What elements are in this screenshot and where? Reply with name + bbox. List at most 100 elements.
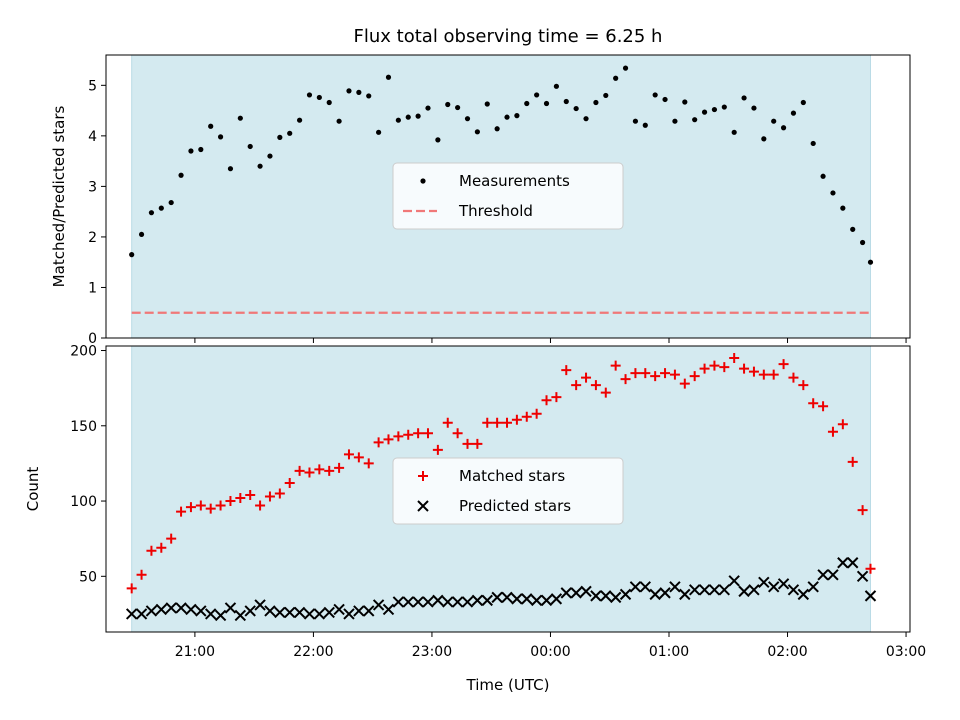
legend-label: Measurements — [459, 172, 570, 190]
predicted-stars-point — [609, 591, 622, 604]
measurement-point — [859, 239, 866, 246]
matched-stars-point — [472, 438, 483, 449]
predicted-stars-point — [501, 591, 513, 604]
matched-stars-point — [798, 380, 809, 391]
predicted-stars-point — [530, 594, 543, 607]
predicted-stars-point — [372, 599, 385, 611]
measurement-point — [168, 199, 174, 206]
measurement-point — [395, 117, 401, 123]
matched-stars-point — [422, 428, 433, 439]
matched-stars-point — [689, 371, 700, 382]
matched-stars-point — [630, 368, 641, 379]
matched-stars-point — [294, 465, 305, 476]
predicted-stars-point — [629, 581, 642, 593]
measurement-point — [662, 96, 668, 103]
measurement-point — [731, 129, 737, 135]
measurement-point — [474, 129, 480, 135]
predicted-stars-point — [807, 581, 819, 593]
matched-stars-point — [442, 417, 453, 428]
measurement-point — [316, 94, 322, 101]
measurement-point — [385, 74, 392, 80]
measurement-point — [208, 123, 214, 129]
matched-stars-point — [343, 449, 354, 460]
measurement-point — [761, 136, 767, 142]
matched-stars-point — [363, 458, 374, 469]
legend-label: Matched stars — [459, 467, 565, 485]
predicted-stars-point — [155, 603, 168, 616]
y-tick-label: 1 — [88, 280, 97, 296]
matched-stars-point — [166, 533, 177, 544]
predicted-stars-point — [432, 594, 444, 607]
legend-box — [392, 162, 624, 230]
measurement-point — [701, 109, 708, 115]
x-tick-label: 23:00 — [412, 644, 452, 660]
matched-stars-point — [768, 369, 779, 380]
measurement-point — [790, 110, 797, 116]
matched-stars-point — [581, 372, 592, 383]
predicted-stars-point — [600, 590, 612, 602]
measurement-point — [711, 106, 718, 113]
measurement-point — [415, 113, 421, 119]
matched-stars-point — [511, 414, 522, 425]
matched-stars-point — [334, 462, 345, 473]
predicted-stars-point — [274, 606, 286, 619]
top-panel-matched-predicted-ratio: 0 1 2 3 4 5 Matched/Predicted stars Measurement… — [50, 54, 911, 347]
matched-stars-point — [551, 392, 562, 403]
measurement-point — [563, 98, 569, 105]
predicted-stars-point — [135, 608, 148, 620]
matched-stars-point — [650, 371, 661, 382]
measurement-point — [682, 99, 688, 105]
y-tick-label: 4 — [88, 129, 97, 145]
predicted-stars-point — [550, 593, 563, 605]
matched-stars-point — [600, 387, 611, 398]
matched-stars-point — [640, 368, 651, 379]
matched-stars-point — [610, 360, 621, 371]
measurement-point — [346, 88, 352, 94]
measurement-point — [366, 93, 372, 99]
measurement-point — [810, 140, 816, 147]
x-tick-label: 22:00 — [293, 644, 333, 660]
measurement-point — [336, 118, 342, 124]
axes-frame — [105, 345, 911, 633]
matched-stars-point — [235, 493, 246, 504]
predicted-stars-point — [738, 585, 750, 598]
matched-stars-point — [502, 417, 513, 428]
legend: Matched stars Predicted stars — [392, 457, 624, 525]
measurement-point — [405, 114, 411, 120]
predicted-stars-point — [827, 569, 839, 581]
matched-stars-point — [709, 360, 720, 371]
measurement-point — [504, 114, 510, 120]
measurement-point — [425, 105, 431, 111]
measurement-point — [800, 99, 806, 106]
measurement-point — [148, 210, 155, 216]
legend: Measurements Threshold — [392, 162, 624, 230]
predicted-stars-point — [214, 609, 227, 622]
measurement-point — [593, 99, 599, 106]
measurement-point — [583, 116, 589, 122]
predicted-stars-point — [175, 602, 187, 614]
predicted-stars-point — [580, 585, 592, 598]
predicted-stars-point — [688, 584, 701, 596]
predicted-stars-point — [165, 602, 177, 614]
measurement-point — [287, 130, 293, 136]
x-tick-label: 00:00 — [530, 644, 570, 660]
matched-stars-point — [788, 372, 799, 383]
predicted-stars-point — [303, 608, 316, 620]
matched-stars-point — [758, 369, 769, 380]
matched-stars-point — [778, 359, 789, 370]
measurement-point — [494, 126, 500, 132]
measurement-point — [672, 118, 678, 124]
y-tick-label: 150 — [70, 419, 97, 435]
measurement-point — [198, 146, 204, 153]
x-tick-label: 02:00 — [767, 644, 807, 660]
measurement-point — [534, 92, 540, 98]
legend-label: Threshold — [458, 202, 533, 220]
matched-stars-point — [669, 369, 680, 380]
predicted-stars-point — [856, 570, 869, 583]
x-tick-label: 01:00 — [649, 644, 689, 660]
y-tick-label: 3 — [88, 179, 97, 195]
y-tick-label: 100 — [70, 494, 97, 510]
matched-stars-point — [304, 467, 315, 478]
measurement-point — [257, 163, 263, 169]
measurement-point — [514, 113, 520, 119]
